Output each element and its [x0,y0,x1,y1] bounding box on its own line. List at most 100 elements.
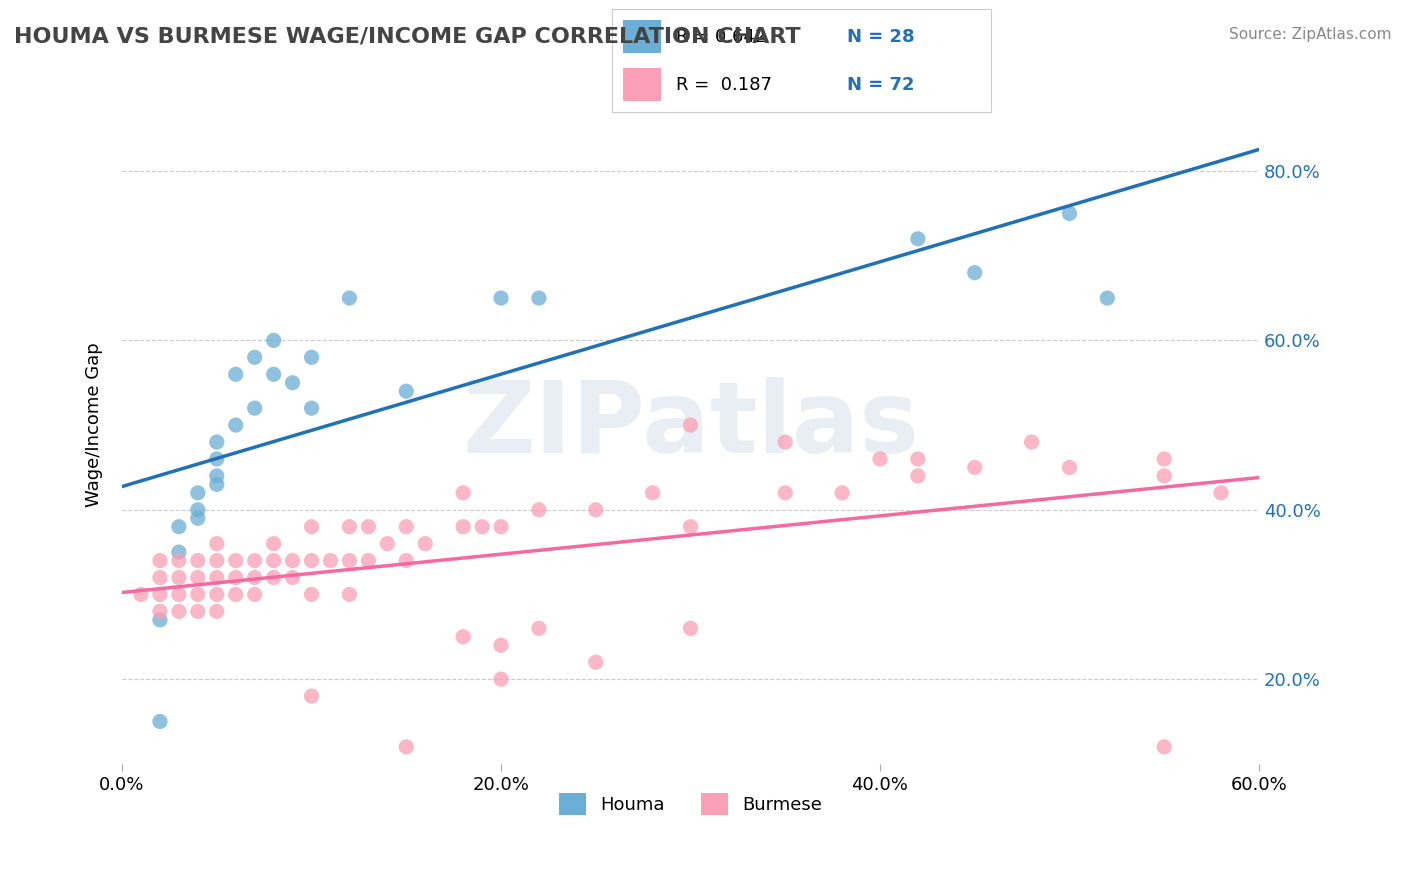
Point [339,587,361,601]
Point [319,553,342,567]
Point [149,553,172,567]
Y-axis label: Wage/Income Gap: Wage/Income Gap [86,343,103,508]
Point [205,604,228,618]
Point [205,469,228,483]
Point [263,334,285,348]
Text: R = 0.642: R = 0.642 [676,28,766,45]
Point [773,435,796,450]
Point [187,604,209,618]
Text: Source: ZipAtlas.com: Source: ZipAtlas.com [1229,27,1392,42]
Point [301,689,323,703]
Point [167,553,190,567]
Point [679,621,702,635]
Point [149,587,172,601]
Point [1209,486,1232,500]
Text: N = 72: N = 72 [846,76,914,94]
Point [225,570,247,584]
Point [679,418,702,433]
Point [281,570,304,584]
Point [301,553,323,567]
Point [149,714,172,729]
Point [225,418,247,433]
Point [773,486,796,500]
Point [205,536,228,550]
Point [489,672,512,686]
Point [907,469,929,483]
Point [301,587,323,601]
Point [263,368,285,382]
Point [585,502,607,516]
Point [187,511,209,525]
Point [301,519,323,533]
Point [357,553,380,567]
Point [1153,739,1175,754]
Point [963,266,986,280]
Point [451,630,474,644]
Point [129,587,152,601]
Text: HOUMA VS BURMESE WAGE/INCOME GAP CORRELATION CHART: HOUMA VS BURMESE WAGE/INCOME GAP CORRELA… [14,27,800,46]
Point [489,638,512,652]
Point [869,452,891,467]
Point [301,401,323,416]
Point [395,384,418,399]
Point [167,587,190,601]
Point [527,502,550,516]
Point [167,519,190,533]
Point [205,435,228,450]
Point [243,570,266,584]
Point [395,519,418,533]
Point [679,519,702,533]
Point [149,570,172,584]
Point [907,232,929,246]
Point [205,587,228,601]
Point [339,519,361,533]
Point [187,587,209,601]
Point [641,486,664,500]
Point [527,621,550,635]
Point [187,570,209,584]
Point [907,452,929,467]
Point [301,351,323,365]
Point [225,587,247,601]
Point [187,553,209,567]
Legend: Houma, Burmese: Houma, Burmese [551,786,830,822]
Point [263,536,285,550]
Point [167,545,190,559]
Point [471,519,494,533]
Point [375,536,398,550]
Point [225,553,247,567]
Point [395,739,418,754]
Point [963,460,986,475]
Point [263,570,285,584]
Point [205,477,228,491]
Point [585,655,607,669]
Point [149,604,172,618]
FancyBboxPatch shape [623,69,661,101]
Point [167,604,190,618]
Point [527,291,550,305]
Text: R =  0.187: R = 0.187 [676,76,772,94]
FancyBboxPatch shape [623,21,661,53]
Text: ZIPatlas: ZIPatlas [463,376,920,474]
Point [167,570,190,584]
Point [395,553,418,567]
Point [205,570,228,584]
Point [451,519,474,533]
Point [831,486,853,500]
Point [243,351,266,365]
Point [339,553,361,567]
Text: N = 28: N = 28 [846,28,914,45]
Point [187,486,209,500]
Point [339,291,361,305]
Point [225,368,247,382]
Point [205,452,228,467]
Point [243,401,266,416]
Point [1153,452,1175,467]
Point [1097,291,1119,305]
Point [1059,460,1081,475]
Point [451,486,474,500]
Point [149,613,172,627]
Point [187,502,209,516]
Point [489,519,512,533]
Point [413,536,436,550]
